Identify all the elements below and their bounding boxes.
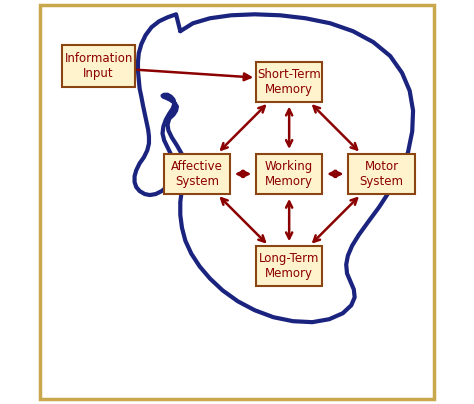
Text: Working
Memory: Working Memory: [265, 160, 313, 188]
FancyBboxPatch shape: [256, 61, 322, 102]
FancyBboxPatch shape: [256, 246, 322, 286]
Text: Motor
System: Motor System: [359, 160, 403, 188]
Text: Short-Term
Memory: Short-Term Memory: [257, 67, 321, 96]
FancyBboxPatch shape: [256, 154, 322, 194]
FancyBboxPatch shape: [63, 44, 135, 86]
Text: Affective
System: Affective System: [171, 160, 223, 188]
FancyBboxPatch shape: [348, 154, 415, 194]
Text: Information
Input: Information Input: [64, 52, 133, 80]
FancyBboxPatch shape: [164, 154, 230, 194]
Text: Long-Term
Memory: Long-Term Memory: [259, 252, 319, 280]
